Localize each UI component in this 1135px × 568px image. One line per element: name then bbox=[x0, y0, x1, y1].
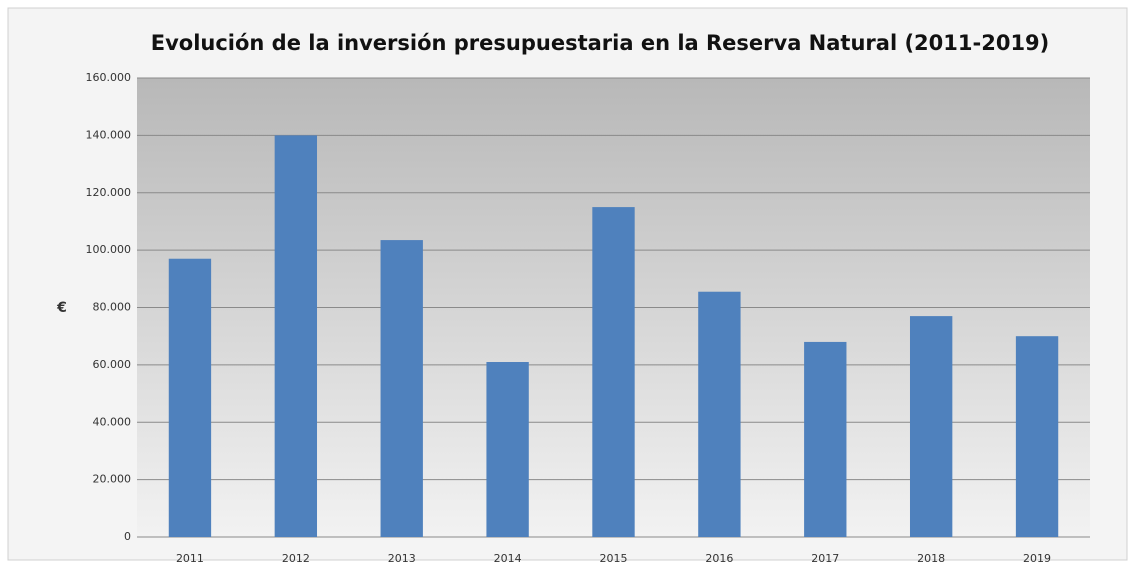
x-tick-label: 2019 bbox=[1023, 552, 1051, 565]
x-tick-label: 2018 bbox=[917, 552, 945, 565]
x-tick-label: 2015 bbox=[600, 552, 628, 565]
y-tick-label: 60.000 bbox=[93, 358, 132, 371]
x-tick-label: 2016 bbox=[705, 552, 733, 565]
bar bbox=[274, 135, 318, 537]
y-tick-label: 120.000 bbox=[86, 186, 132, 199]
bar bbox=[380, 240, 423, 537]
bar bbox=[804, 341, 847, 537]
y-tick-label: 160.000 bbox=[86, 71, 132, 84]
x-tick-label: 2014 bbox=[494, 552, 522, 565]
bar bbox=[698, 291, 741, 537]
bar bbox=[486, 362, 529, 537]
x-tick-label: 2012 bbox=[282, 552, 310, 565]
bar bbox=[168, 258, 212, 537]
bar bbox=[1015, 336, 1059, 537]
y-tick-label: 40.000 bbox=[93, 415, 132, 428]
y-tick-label: 0 bbox=[124, 530, 131, 543]
x-tick-label: 2013 bbox=[388, 552, 416, 565]
y-tick-label: 100.000 bbox=[86, 243, 132, 256]
x-tick-label: 2017 bbox=[811, 552, 839, 565]
y-tick-label: 140.000 bbox=[86, 128, 132, 141]
bar bbox=[592, 207, 635, 537]
bar bbox=[909, 316, 953, 537]
y-tick-label: 20.000 bbox=[93, 473, 132, 486]
y-tick-label: 80.000 bbox=[93, 301, 132, 314]
x-tick-label: 2011 bbox=[176, 552, 204, 565]
chart-title: Evolución de la inversión presupuestaria… bbox=[151, 31, 1050, 55]
y-axis-label: € bbox=[56, 300, 67, 316]
